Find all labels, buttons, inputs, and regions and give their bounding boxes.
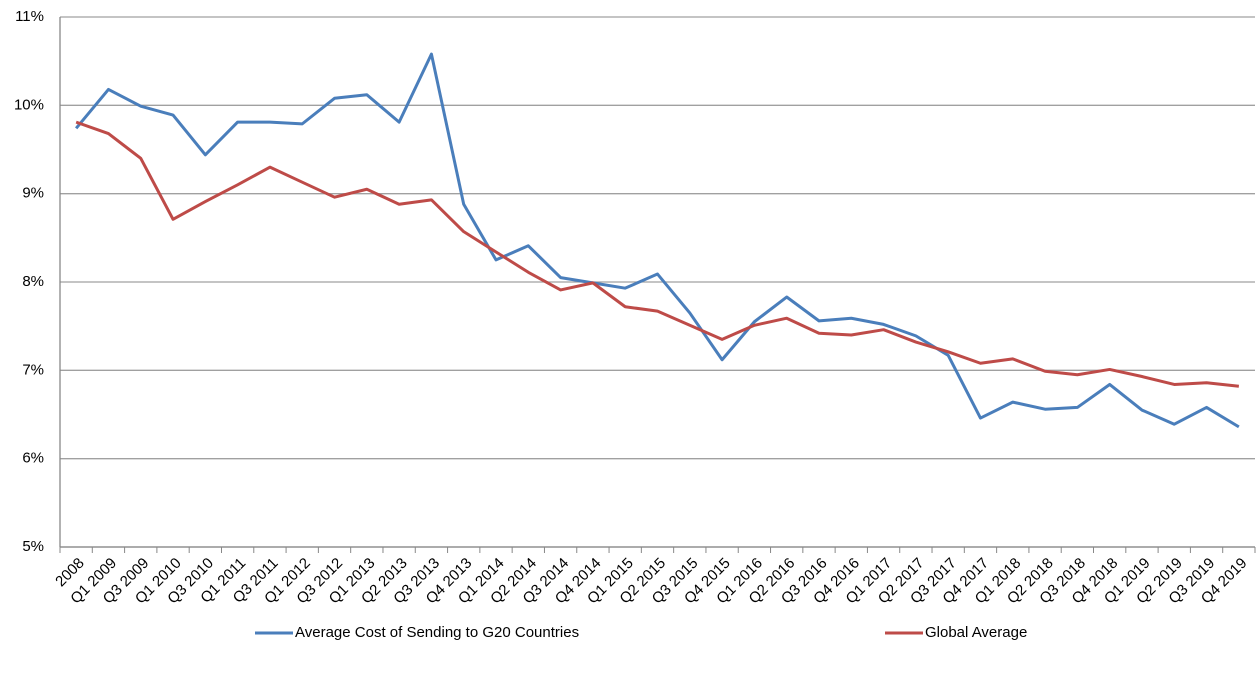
legend-label: Global Average	[925, 624, 1027, 641]
y-tick-label: 10%	[14, 96, 44, 113]
series-line	[75, 120, 1240, 388]
y-tick-label: 11%	[15, 8, 44, 25]
y-tick-label: 8%	[22, 273, 44, 290]
y-tick-label: 7%	[22, 361, 44, 378]
y-tick-label: 9%	[22, 185, 44, 202]
y-tick-label: 6%	[22, 450, 44, 467]
legend-label: Average Cost of Sending to G20 Countries	[295, 624, 579, 641]
series-line	[74, 52, 1240, 429]
y-tick-label: 5%	[22, 538, 44, 555]
